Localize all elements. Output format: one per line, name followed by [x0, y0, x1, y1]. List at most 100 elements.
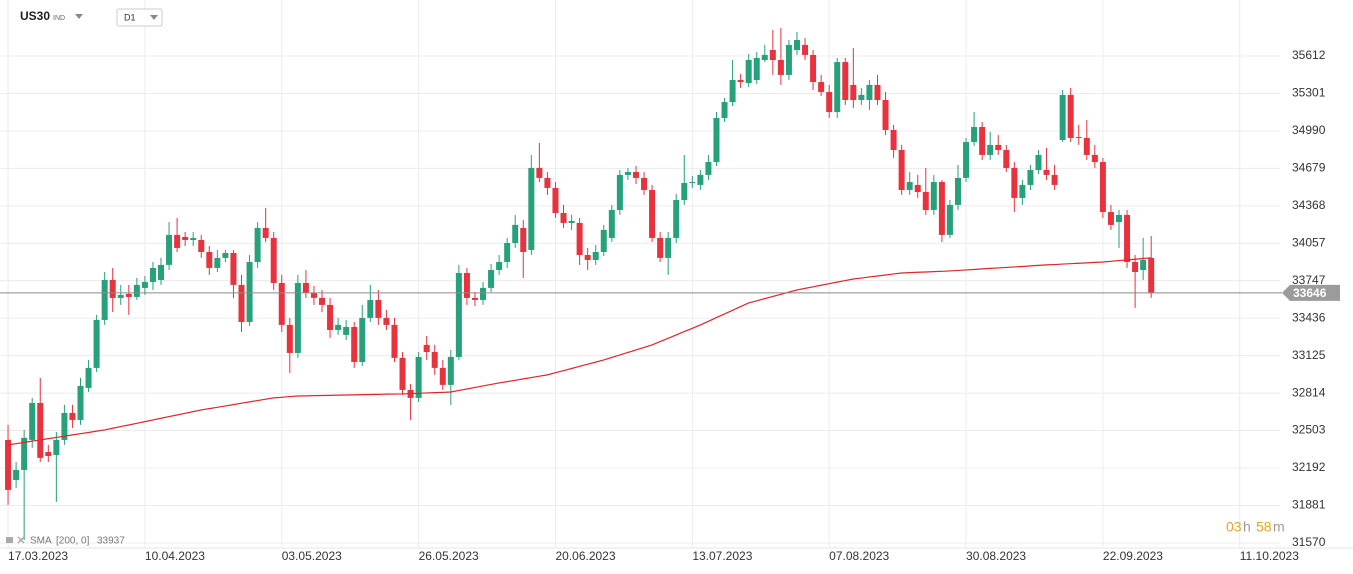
x-tick-label: 07.08.2023 — [829, 549, 889, 563]
dropdown-arrow[interactable] — [75, 14, 83, 19]
countdown: 03 h 58 m — [1226, 519, 1285, 535]
candle-body — [254, 227, 261, 263]
candle-body — [1148, 257, 1155, 293]
candle-body — [987, 144, 994, 155]
candle-body — [222, 252, 229, 258]
y-tick-label: 33125 — [1292, 348, 1326, 362]
countdown-hours-unit: h — [1243, 519, 1251, 535]
candle-body — [544, 177, 551, 188]
candle-body — [439, 367, 446, 385]
candle-body — [745, 59, 752, 84]
candle-body — [206, 252, 213, 268]
dropdown-arrow[interactable] — [150, 15, 158, 20]
candle-body — [214, 257, 221, 268]
overlay: 33646 — [0, 284, 1340, 301]
candle-body — [1011, 167, 1018, 198]
candle-body — [69, 412, 76, 420]
candle-body — [874, 84, 881, 100]
candle-body — [415, 356, 422, 398]
candle-body — [327, 304, 334, 330]
candle-body — [109, 279, 116, 298]
candle-body — [979, 126, 986, 155]
y-tick-label: 32814 — [1292, 385, 1326, 399]
candle-body — [705, 162, 712, 175]
candle-body — [431, 352, 438, 368]
legend-icon[interactable] — [6, 537, 13, 543]
candle-body — [391, 324, 398, 358]
candle-body — [182, 236, 189, 240]
candle-body — [681, 182, 688, 200]
timeframe[interactable]: D1 — [124, 12, 136, 22]
countdown-hours: 03 — [1226, 519, 1242, 535]
candle-body — [1051, 174, 1058, 185]
candle-body — [166, 234, 173, 265]
candle-body — [21, 437, 28, 470]
x-tick-label: 13.07.2023 — [692, 549, 752, 563]
price-tag-label: 33646 — [1293, 286, 1327, 300]
candle-body — [882, 99, 889, 130]
candle-body — [1140, 259, 1147, 270]
candle-body — [777, 59, 784, 75]
candle-body — [898, 149, 905, 190]
candle-body — [995, 144, 1002, 150]
candle-body — [858, 94, 865, 100]
candle-body — [624, 172, 631, 175]
candle-body — [319, 297, 326, 305]
x-tick-label: 22.09.2023 — [1103, 549, 1163, 563]
candle-body — [85, 367, 92, 388]
candle-body — [826, 92, 833, 113]
candle-body — [938, 182, 945, 235]
candle-body — [133, 284, 140, 297]
candle-body — [278, 282, 285, 325]
y-tick-label: 34057 — [1292, 236, 1326, 250]
candle-body — [906, 182, 913, 190]
y-tick-label: 34679 — [1292, 161, 1326, 175]
legend-close-icon[interactable] — [17, 536, 25, 544]
indicator-legend: SMA [200, 0] 33937 — [6, 536, 125, 547]
candle-body — [914, 184, 921, 193]
symbol[interactable]: US30 — [20, 9, 50, 23]
timeframe-box[interactable] — [116, 8, 163, 27]
candle-body — [399, 357, 406, 390]
candle-body — [866, 84, 873, 100]
candle-body — [954, 177, 961, 205]
candle-body — [141, 282, 148, 288]
candle-body — [584, 255, 591, 260]
candle-body — [834, 62, 841, 113]
candle-body — [842, 62, 849, 100]
candle-body — [528, 167, 535, 250]
candle-body — [890, 129, 897, 150]
candle-body — [963, 142, 970, 178]
candle-body — [198, 239, 205, 253]
candle-body — [423, 344, 430, 353]
candle-body — [713, 117, 720, 163]
candle-body — [536, 167, 543, 178]
candle-body — [1075, 136, 1082, 138]
y-tick-label: 32192 — [1292, 460, 1326, 474]
candle-body — [592, 252, 599, 260]
price-tag — [1282, 284, 1340, 301]
candle-body — [729, 79, 736, 103]
indicator-params: [200, 0] — [56, 536, 90, 547]
grid: 31570 31881 32192 32503 32814 33125 33436 33747… — [0, 0, 1326, 563]
candle-body — [649, 189, 656, 238]
candle-body — [488, 269, 495, 288]
candle-body — [512, 224, 519, 243]
candle-body — [61, 412, 68, 440]
candle-body — [946, 204, 953, 235]
x-tick-label: 26.05.2023 — [419, 549, 479, 563]
candle-body — [971, 126, 978, 143]
candle-body — [335, 324, 342, 330]
candle-body — [302, 282, 309, 293]
candle-body — [641, 177, 648, 190]
candle-body — [158, 264, 165, 280]
candle-body — [125, 293, 132, 297]
symbol-selector[interactable]: US30 IND — [20, 9, 83, 23]
timeframe-selector[interactable]: D1 — [116, 8, 163, 27]
candle-body — [761, 54, 768, 60]
candle-body — [101, 279, 108, 320]
y-tick-label: 32503 — [1292, 423, 1326, 437]
candle-body — [753, 57, 760, 80]
plot — [5, 27, 1155, 540]
